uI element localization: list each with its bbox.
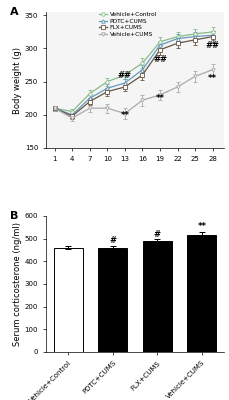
Text: B: B (10, 210, 19, 220)
Text: #: # (154, 230, 161, 239)
Text: A: A (10, 6, 19, 16)
Text: **: ** (120, 111, 129, 120)
Bar (98, 248, 127, 352)
Bar (143, 241, 172, 352)
Text: ##: ## (118, 71, 132, 80)
Bar (54, 248, 83, 352)
Y-axis label: Serum corticosterone (ng/ml): Serum corticosterone (ng/ml) (13, 222, 22, 346)
Text: **: ** (155, 94, 164, 103)
Y-axis label: Body weight (g): Body weight (g) (13, 46, 22, 114)
Bar (187, 234, 216, 352)
Text: #: # (109, 236, 116, 244)
Text: ##: ## (206, 41, 220, 50)
Text: **: ** (197, 222, 206, 232)
Legend: Vehicle+Control, PDTC+CUMS, FLX+CUMS, Vehicle+CUMS: Vehicle+Control, PDTC+CUMS, FLX+CUMS, Ve… (99, 12, 157, 37)
Text: **: ** (208, 74, 217, 83)
Text: ##: ## (153, 56, 167, 64)
